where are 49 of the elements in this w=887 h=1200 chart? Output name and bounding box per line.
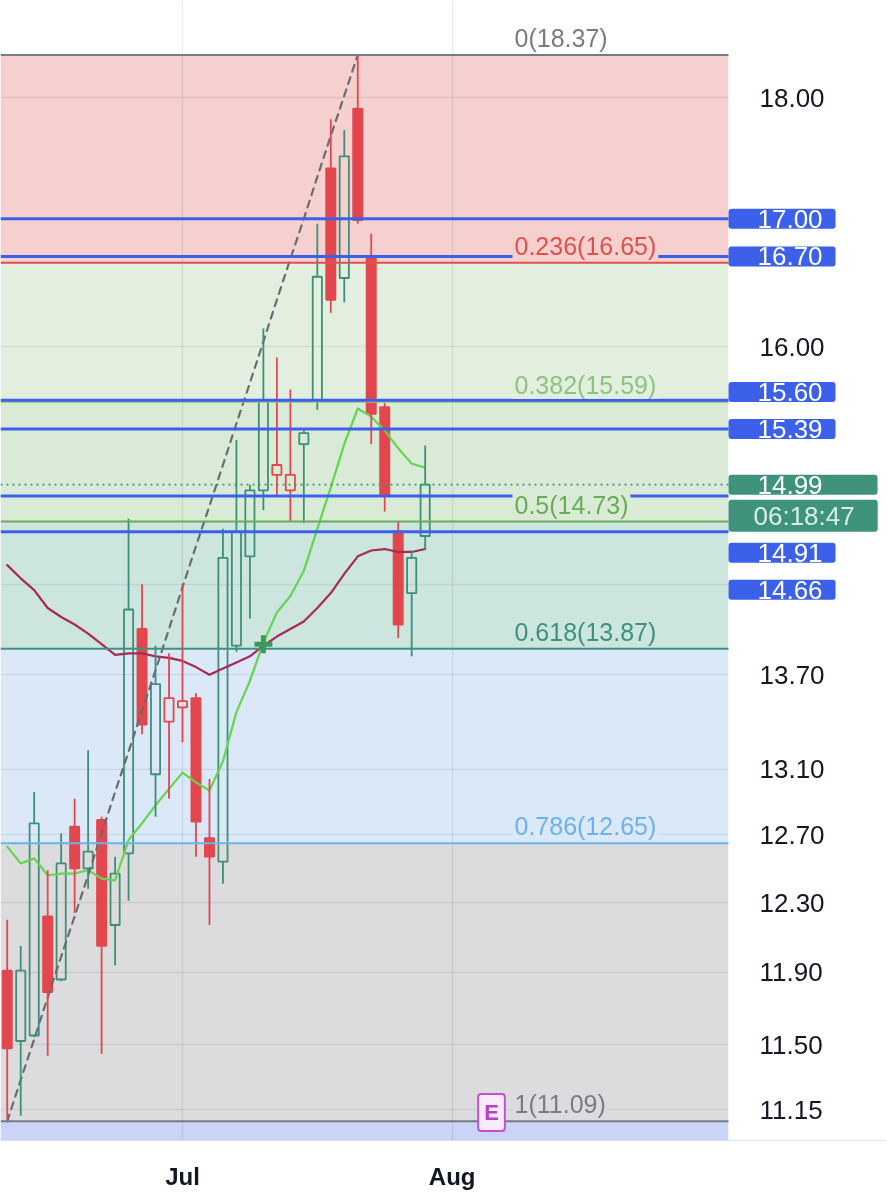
ref-line-label: 15.60 — [757, 377, 823, 407]
candlestick — [352, 54, 364, 225]
candlestick — [28, 791, 40, 1039]
candlestick — [136, 583, 148, 736]
y-tick-label: 16.00 — [759, 331, 825, 362]
candlestick — [15, 945, 27, 1117]
x-tick-label: Jul — [165, 1162, 200, 1190]
candlestick — [244, 483, 256, 620]
legend-label: 14.66 — [757, 574, 823, 605]
candlestick — [203, 778, 215, 926]
ref-line-label: 16.70 — [757, 241, 823, 272]
y-tick-label: 12.70 — [759, 819, 825, 850]
y-tick-label: 13.10 — [759, 754, 825, 785]
candlestick — [82, 749, 94, 890]
candlestick — [190, 692, 202, 858]
candlestick — [163, 652, 175, 800]
ref-line-label: 17.00 — [757, 203, 823, 234]
candlestick — [69, 797, 81, 914]
ref-line-label: 15.39 — [757, 414, 823, 444]
ref-line-label: 0(18.37) — [514, 24, 608, 52]
ref-line-label: 0.786(12.65) — [514, 812, 657, 841]
candlestick — [109, 855, 121, 967]
y-tick-label: 12.30 — [759, 887, 825, 918]
candlestick — [1, 918, 13, 1121]
candlestick — [379, 402, 391, 513]
candlestick — [177, 583, 188, 744]
line-series — [6, 53, 359, 1123]
text: 06:18:47 — [753, 500, 855, 531]
annotation: E — [484, 1100, 499, 1125]
line-series — [6, 547, 427, 676]
ref-line-label: 0.5(14.73) — [514, 490, 629, 519]
candlestick — [284, 388, 296, 523]
ref-line-label: 14.99 — [757, 469, 823, 500]
candlestick — [271, 356, 283, 497]
y-tick-label: 11.90 — [759, 957, 823, 988]
candlestick — [338, 129, 350, 304]
x-tick-label: Aug — [428, 1162, 476, 1190]
candlestick — [96, 815, 108, 1055]
y-tick-label: 11.50 — [759, 1029, 823, 1060]
ref-line-label: 0.236(16.65) — [514, 231, 657, 260]
y-tick-label: 18.00 — [759, 82, 825, 113]
candlestick — [42, 869, 54, 1057]
ref-line-label: 1(11.09) — [514, 1090, 606, 1119]
y-tick-label: 13.70 — [759, 659, 825, 690]
y-tick-label: 11.15 — [759, 1094, 823, 1125]
ref-line-label: 0.382(15.59) — [514, 370, 657, 399]
ref-line-label: 0.618(13.87) — [514, 617, 657, 646]
ref-line-label: 14.91 — [757, 537, 823, 568]
line-series — [6, 407, 427, 882]
